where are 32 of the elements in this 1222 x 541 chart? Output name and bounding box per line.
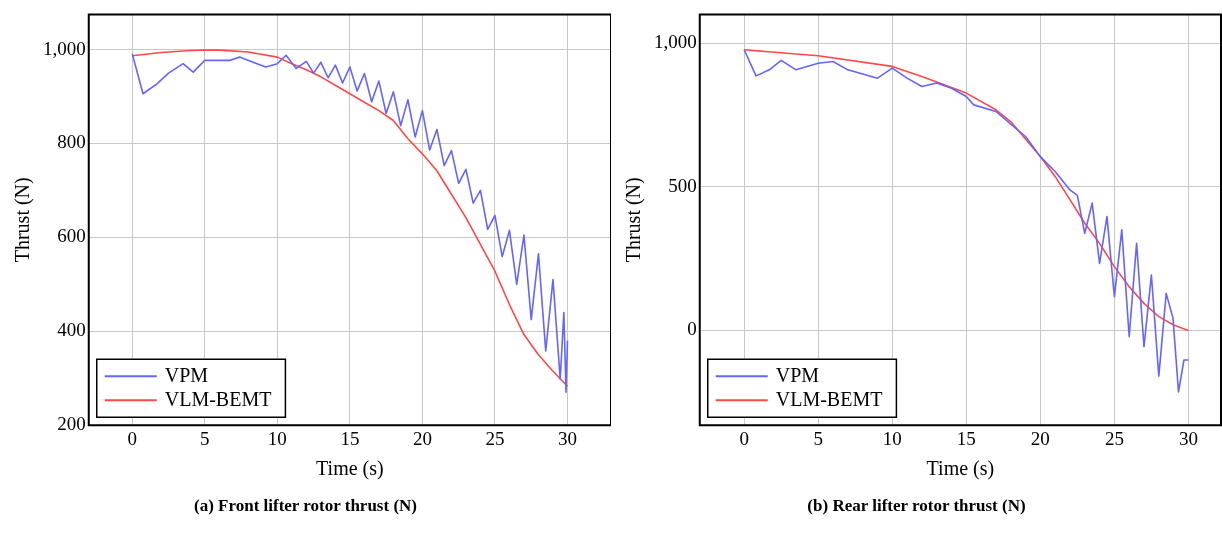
legend-label: VPM (164, 364, 209, 387)
x-axis-title: Time (s) (926, 457, 995, 481)
x-tick-label: 15 (956, 427, 976, 449)
x-tick-label: 30 (557, 427, 577, 449)
y-tick-label: 600 (57, 225, 86, 247)
y-tick-label: 800 (57, 131, 86, 153)
y-axis-title: Thrust (N) (11, 177, 35, 263)
legend-label: VPM (775, 364, 820, 387)
y-axis-title: Thrust (N) (622, 177, 646, 263)
y-tick-label: 200 (57, 413, 86, 435)
x-tick-label: 20 (412, 427, 432, 449)
x-tick-label: 0 (127, 427, 138, 449)
x-tick-label: 5 (813, 427, 823, 449)
legend-label: VLM-BEMT (775, 388, 883, 411)
x-axis-title: Time (s) (316, 457, 384, 481)
x-tick-label: 20 (1030, 427, 1050, 449)
y-tick-label: 0 (687, 318, 697, 340)
y-tick-label: 500 (668, 174, 697, 196)
text: (b) Rear lifter rotor thrust (N) (806, 496, 1027, 516)
y-tick-label: 400 (57, 319, 86, 341)
x-tick-label: 10 (882, 427, 902, 449)
legend-label: VLM-BEMT (164, 388, 272, 411)
x-tick-label: 5 (200, 427, 210, 449)
text: (a) Front lifter rotor thrust (N) (193, 496, 418, 516)
y-tick-label: 1,000 (654, 31, 697, 53)
x-tick-label: 15 (340, 427, 360, 449)
x-tick-label: 0 (739, 427, 749, 449)
x-tick-label: 25 (485, 427, 505, 449)
y-tick-label: 1,000 (43, 37, 86, 59)
x-tick-label: 10 (267, 427, 287, 449)
x-tick-label: 30 (1178, 427, 1198, 449)
x-tick-label: 25 (1104, 427, 1124, 449)
